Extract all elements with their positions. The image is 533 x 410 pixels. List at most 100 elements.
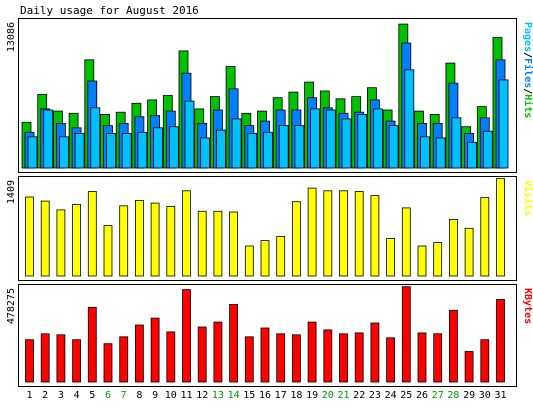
bar-kbytes-7 [119, 336, 129, 383]
bar-visits-15 [244, 245, 254, 277]
bar-visits-18 [291, 201, 301, 277]
bar-visits-16 [260, 240, 270, 277]
bar-pages-26 [420, 136, 430, 169]
bar-visits-1 [25, 196, 34, 277]
bar-pages-24 [388, 125, 399, 169]
bar-pages-27 [435, 137, 446, 169]
chart-panels: 13086 Pages/Files/Hits 1409 Visits 478275 KBy… [6, 18, 533, 387]
bar-visits-29 [464, 227, 474, 277]
panel-traffic: 13086 Pages/Files/Hits [6, 18, 533, 173]
bar-pages-2 [43, 109, 54, 169]
bar-kbytes-5 [87, 306, 97, 383]
bar-pages-14 [231, 118, 242, 169]
bar-kbytes-1 [25, 339, 34, 383]
bar-pages-6 [106, 132, 116, 169]
day-label-17: 17 [275, 390, 287, 401]
day-label-12: 12 [196, 390, 208, 401]
day-label-1: 1 [26, 390, 32, 401]
bar-visits-31 [496, 178, 505, 277]
bar-visits-27 [433, 242, 443, 277]
day-label-19: 19 [306, 390, 318, 401]
bar-visits-19 [307, 187, 317, 277]
bar-pages-8 [137, 131, 148, 169]
bar-pages-29 [467, 141, 478, 169]
day-label-26: 26 [416, 390, 428, 401]
bar-visits-22 [354, 191, 364, 277]
day-label-15: 15 [243, 390, 255, 401]
day-label-22: 22 [353, 390, 365, 401]
bar-kbytes-24 [386, 337, 396, 383]
bar-kbytes-9 [150, 317, 160, 383]
day-label-2: 2 [42, 390, 48, 401]
day-label-21: 21 [337, 390, 349, 401]
bar-visits-11 [182, 190, 191, 277]
bar-pages-12 [200, 137, 211, 169]
bar-kbytes-17 [276, 333, 286, 383]
bar-kbytes-30 [480, 339, 490, 383]
side-label-visits: Visits [522, 180, 533, 216]
side-label-kbytes: KBytes [522, 288, 533, 324]
day-label-7: 7 [121, 390, 127, 401]
bar-pages-15 [247, 132, 258, 169]
bar-pages-13 [215, 129, 226, 169]
day-label-28: 28 [447, 390, 459, 401]
bar-pages-11 [184, 100, 195, 169]
bar-pages-23 [372, 108, 383, 169]
bar-kbytes-4 [72, 339, 81, 383]
bar-kbytes-6 [103, 343, 113, 383]
bar-visits-8 [134, 199, 144, 277]
bar-pages-5 [90, 107, 101, 169]
bar-kbytes-15 [244, 336, 254, 383]
bar-pages-30 [482, 130, 493, 169]
day-label-6: 6 [105, 390, 111, 401]
day-label-25: 25 [400, 390, 412, 401]
panel-visits: 1409 Visits [6, 176, 533, 281]
bar-visits-6 [103, 225, 113, 277]
side-label-traffic: Pages/Files/Hits [522, 22, 533, 118]
bar-kbytes-11 [182, 289, 191, 383]
bar-kbytes-13 [213, 321, 223, 383]
bar-visits-12 [197, 210, 207, 277]
bar-kbytes-10 [166, 331, 176, 383]
bar-kbytes-3 [56, 334, 66, 383]
bar-visits-4 [72, 204, 81, 277]
panel-kbytes: 478275 KBytes [6, 284, 533, 387]
day-label-11: 11 [180, 390, 192, 401]
day-label-9: 9 [152, 390, 158, 401]
side-label-part: KBytes [522, 288, 533, 324]
bar-kbytes-21 [339, 333, 348, 383]
bar-kbytes-29 [464, 351, 474, 383]
ymax-label-visits: 1409 [6, 180, 17, 204]
bar-pages-3 [59, 136, 69, 169]
day-label-29: 29 [463, 390, 475, 401]
bar-pages-7 [121, 132, 132, 169]
bar-pages-28 [451, 117, 462, 169]
ymax-label-traffic: 13086 [6, 22, 17, 52]
bar-kbytes-25 [401, 286, 411, 383]
bar-kbytes-23 [370, 322, 380, 383]
bar-pages-1 [27, 136, 38, 169]
bar-visits-17 [276, 236, 286, 277]
side-label-part: / [522, 88, 533, 94]
bar-visits-26 [417, 245, 427, 277]
bar-pages-16 [263, 131, 273, 169]
bar-kbytes-20 [323, 329, 333, 383]
chart-title: Daily usage for August 2016 [20, 4, 199, 17]
day-label-4: 4 [74, 390, 80, 401]
bar-kbytes-8 [134, 324, 144, 383]
bar-pages-20 [325, 109, 336, 169]
bar-kbytes-16 [260, 327, 270, 383]
bar-visits-9 [150, 202, 160, 277]
bar-visits-5 [87, 191, 97, 277]
bar-visits-14 [229, 211, 239, 277]
bar-visits-30 [480, 197, 490, 277]
day-label-23: 23 [369, 390, 381, 401]
bar-visits-10 [166, 206, 176, 277]
day-label-3: 3 [58, 390, 64, 401]
bar-kbytes-2 [40, 333, 50, 383]
day-label-27: 27 [432, 390, 444, 401]
bar-kbytes-12 [197, 326, 207, 383]
bar-visits-25 [401, 207, 411, 277]
